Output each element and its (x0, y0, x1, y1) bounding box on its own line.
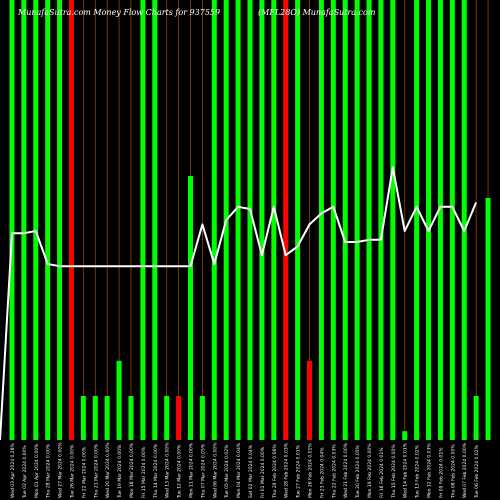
x-tick-label: Mon 04 Mar 2024 0.04% (236, 442, 242, 498)
x-tick-label: Fri 22 Mar 2024 0.00% (81, 446, 87, 498)
x-tick-label: Tue 26 Mar 2024 0.00% (69, 444, 75, 499)
x-tick-label: Thu 22 Feb 2024 0.03% (331, 444, 337, 499)
x-tick-label: Tue 12 Mar 2024 0.00% (177, 444, 183, 499)
bar (473, 396, 479, 440)
bar (283, 0, 289, 440)
x-tick-label: Mon 11 Mar 2024 0.00% (188, 442, 194, 498)
x-tick-label: Tue 13 Feb 2024 0.02% (415, 444, 421, 499)
bar (235, 0, 241, 440)
x-tick-label: Thu 29 Feb 2024 0.06% (272, 444, 278, 499)
bar (414, 0, 420, 440)
bar (199, 396, 205, 440)
x-tick-label: Mon 19 Feb 2024 0.00% (367, 443, 373, 498)
x-tick-label: Tue 20 Feb 2024 0.05% (355, 444, 361, 499)
x-tick-label: Fri 01 Mar 2024 0.00% (260, 446, 266, 498)
bar (247, 0, 253, 440)
x-tick-label: Wed 27 Mar 2024 0.00% (58, 442, 64, 498)
bar (426, 0, 432, 440)
x-tick-label: Thu 08 Feb 2024 0.00% (450, 444, 456, 499)
x-tick-label: Fri 15 Mar 2024 0.00% (141, 446, 147, 498)
x-tick-label: Tue 19 Mar 2024 0.00% (117, 444, 123, 499)
x-tick-label: Thu 14 Mar 2024 0.00% (153, 443, 159, 499)
bar (211, 0, 217, 440)
bar (259, 0, 265, 440)
x-tick-label: Tue 05 Mar 2024 0.02% (224, 444, 230, 499)
bar (176, 396, 182, 440)
x-tick-label: Fri 16 Feb 2024 0.01% (379, 447, 385, 498)
x-tick-label: Tue 02 Apr 2024 0.00% (22, 445, 28, 499)
bar (354, 0, 360, 440)
bar (104, 396, 110, 440)
x-tick-label: Sat 02 Mar 2024 0.04% (248, 444, 254, 498)
x-tick-label: Thu 15 Feb 2024 0.00% (391, 444, 397, 499)
bar (295, 0, 301, 440)
bar (128, 396, 134, 440)
x-tick-label: Mon 18 Mar 2024 0.00% (129, 442, 135, 498)
chart-title-left: MunafaSutra.com Money Flow Charts for 93… (18, 8, 221, 17)
bar (187, 176, 193, 440)
bar (164, 396, 170, 440)
bar (140, 0, 146, 440)
x-tick-label: Tue 27 Feb 2024 0.01% (296, 444, 302, 499)
bar (402, 431, 408, 440)
chart-title: MunafaSutra.com Money Flow Charts for 93… (0, 8, 500, 22)
x-axis-labels: Wed 03 Apr 2024 0.28% Tue 02 Apr 2024 0.0… (10, 442, 480, 499)
bar (80, 396, 86, 440)
x-tick-label: Fri 09 Feb 2024 0.01% (438, 447, 444, 498)
x-tick-label: Wed 13 Mar 2024 0.00% (165, 442, 171, 498)
x-tick-label: Thu 28 Mar 2024 0.00% (46, 443, 52, 499)
bar-series (9, 0, 491, 440)
bar (318, 0, 324, 440)
x-tick-label: Wed 21 Feb 2024 0.00% (343, 442, 349, 498)
x-tick-label: Wed 06 Mar 2024 0.00% (212, 442, 218, 498)
bar (437, 0, 443, 440)
chart-title-right: (MFL28O) MunafaSutra.com (258, 8, 376, 17)
bar (461, 0, 467, 440)
line-series (0, 166, 478, 441)
bar (271, 0, 277, 440)
bar (307, 360, 313, 440)
x-tick-label: Wed 03 Apr 2024 0.28% (10, 442, 16, 498)
bar (152, 0, 158, 440)
bar (378, 0, 384, 440)
bar (342, 0, 348, 440)
bar (116, 360, 122, 440)
x-tick-label: Wed 07 Feb 2024 0.00% (462, 442, 468, 498)
bar (21, 0, 27, 440)
x-tick-label: Wed 20 Mar 2024 0.00% (105, 442, 111, 498)
money-flow-line (0, 166, 478, 441)
x-tick-label: Mon 01 Apr 2024 0.00% (34, 443, 40, 498)
bar (57, 0, 63, 440)
x-tick-label: Mon 26 Feb 2024 0.01% (308, 443, 314, 498)
x-tick-label: Tue 06 Feb 2024 0.02% (474, 444, 480, 499)
x-tick-label: Mon 12 Feb 2024 0.03% (427, 443, 433, 498)
x-tick-label: Thu 07 Mar 2024 0.05% (200, 443, 206, 499)
bar (390, 0, 396, 440)
bar (330, 0, 336, 440)
bar (68, 0, 74, 440)
bar (33, 0, 39, 440)
bar (92, 396, 98, 440)
x-tick-label: Wed 14 Feb 2024 0.01% (403, 442, 409, 498)
x-tick-label: Fri 23 Feb 2024 0.04% (319, 447, 325, 498)
bar (485, 198, 491, 440)
bar (366, 0, 372, 440)
x-tick-label: Thu 21 Mar 2024 0.00% (93, 443, 99, 499)
bar (45, 0, 51, 440)
bar (449, 0, 455, 440)
bar (9, 0, 15, 440)
x-tick-label: Wed 28 Feb 2024 0.03% (284, 442, 290, 498)
